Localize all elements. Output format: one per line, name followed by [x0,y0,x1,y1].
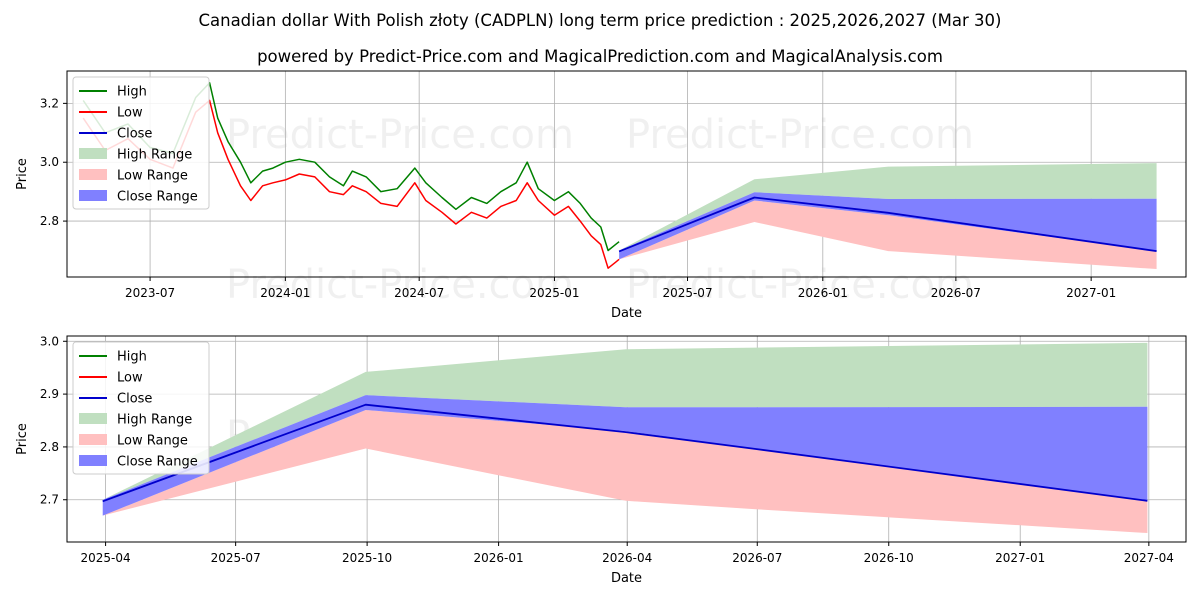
top-panel: Predict-Price.com Predict-Price.com Predic… [15,70,1187,321]
chart-subtitle: powered by Predict-Price.com and Magical… [257,47,943,66]
legend-label-high: High [117,85,147,100]
legend-swatch-high-range [79,413,107,424]
chart-title: Canadian dollar With Polish złoty (CADPL… [198,11,1001,30]
y-axis-label: Price [15,423,30,455]
close-range-band [619,192,1157,260]
watermark-top-3: Predict-Price.com [626,262,974,308]
y-tick-label: 2.9 [40,387,59,401]
legend-label-close: Close [117,392,152,407]
legend-label-low-range: Low Range [117,434,188,449]
legend-label-low: Low [117,106,143,121]
y-tick-label: 3.2 [40,96,59,110]
x-axis-label: Date [611,571,642,586]
legend-label-high-range: High Range [117,148,192,163]
watermark-top-2: Predict-Price.com [226,262,574,308]
x-tick-label: 2023-07 [125,286,175,300]
high-range-band [619,163,1157,251]
x-tick-label: 2025-01 [529,286,579,300]
y-tick-label: 2.7 [40,493,59,507]
x-tick-label: 2026-07 [732,551,782,565]
y-tick-label: 2.8 [40,440,59,454]
x-tick-label: 2025-07 [211,551,261,565]
x-tick-label: 2027-01 [995,551,1045,565]
close-range-band [102,395,1148,516]
x-tick-label: 2026-07 [931,286,981,300]
high-range-band [102,342,1148,500]
legend-label-low: Low [117,371,143,386]
plot-frame [66,335,1187,543]
legend-label-close: Close [117,127,152,142]
x-tick-label: 2027-04 [1124,551,1174,565]
watermark-top-0: Predict-Price.com [226,112,574,158]
legend-label-high: High [117,350,147,365]
legend-label-close-range: Close Range [117,190,198,205]
legend-label-high-range: High Range [117,413,192,428]
y-tick-label: 2.8 [40,214,59,228]
x-tick-label: 2024-07 [394,286,444,300]
low-range-band [619,200,1157,270]
low-series-line [82,99,620,269]
x-axis-label: Date [611,306,642,321]
high-series-line [82,82,620,252]
legend-swatch-high-range [79,148,107,159]
x-tick-label: 2026-01 [474,551,524,565]
watermark-top-1: Predict-Price.com [626,112,974,158]
y-tick-label: 3.0 [40,334,59,348]
x-tick-label: 2026-04 [602,551,652,565]
x-tick-label: 2027-01 [1066,286,1116,300]
legend-swatch-close-range [79,190,107,201]
x-tick-label: 2025-07 [662,286,712,300]
bottom-panel: Predict-Price.comPredict-Price.com2025-0… [15,334,1187,586]
y-tick-label: 3.0 [40,155,59,169]
legend-swatch-close-range [79,455,107,466]
y-axis-label: Price [15,158,30,190]
x-tick-label: 2026-01 [798,286,848,300]
x-tick-label: 2025-04 [81,551,131,565]
close-forecast-line [618,196,1157,253]
legend-swatch-low-range [79,169,107,180]
plot-frame [66,70,1187,278]
low-range-band [102,409,1148,534]
legend-label-close-range: Close Range [117,455,198,470]
x-tick-label: 2024-01 [260,286,310,300]
legend-label-low-range: Low Range [117,169,188,184]
close-forecast-line [102,403,1148,503]
x-tick-label: 2026-10 [864,551,914,565]
x-tick-label: 2025-10 [342,551,392,565]
legend-swatch-low-range [79,434,107,445]
